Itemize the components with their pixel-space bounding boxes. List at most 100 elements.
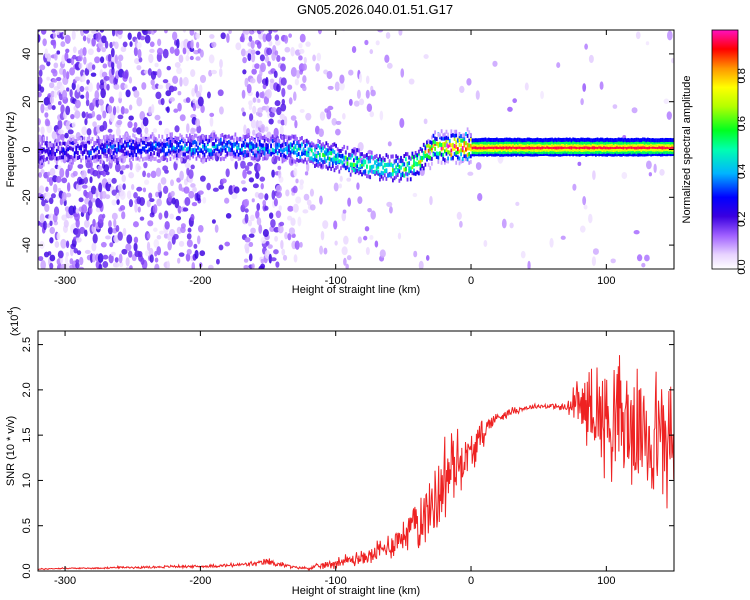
spectrogram-cell	[40, 169, 45, 174]
spectrogram-cell	[299, 179, 304, 185]
spectrogram-cell	[637, 140, 639, 145]
spectrogram-cell	[603, 147, 605, 152]
spectrogram-cell	[403, 154, 406, 159]
spectrogram-cell	[111, 212, 118, 220]
spectrogram-cell	[642, 140, 644, 145]
colorbar-tick-label: 0.8	[736, 68, 748, 83]
spectrogram-cell	[546, 149, 549, 154]
spectrogram-cell	[481, 149, 484, 154]
spectrogram-cell	[278, 156, 281, 161]
spectrogram-cell	[266, 143, 269, 148]
spectrogram-cell	[447, 150, 450, 155]
spectrogram-cell	[606, 137, 609, 142]
spectrogram-cell	[481, 137, 484, 142]
spectrogram-cell	[339, 74, 345, 84]
spectrogram-cell	[541, 145, 544, 150]
spectrogram-cell	[109, 41, 113, 49]
spectrogram-cell	[203, 142, 206, 147]
spectrogram-cell	[72, 205, 77, 214]
spectrogram-cell	[96, 157, 99, 162]
spectrogram-cell	[141, 157, 144, 162]
spectrogram-cell	[642, 152, 644, 157]
spectrogram-cell	[356, 89, 361, 100]
spectrogram-cell	[128, 250, 133, 258]
spectrogram-cell	[205, 137, 208, 142]
spectrogram-cell	[249, 140, 251, 145]
spectrogram-cell	[301, 142, 303, 147]
spectrogram-cell	[208, 135, 211, 140]
spectrogram-cell	[269, 111, 275, 118]
spectrogram-cell	[186, 248, 192, 255]
spectrogram-cell	[114, 54, 119, 65]
spectrogram-cell	[517, 147, 519, 152]
spectrogram-cell	[421, 155, 424, 160]
spectrogram-cell	[601, 140, 604, 145]
spectrogram-cell	[620, 147, 623, 152]
spectrogram-cell	[278, 143, 281, 148]
spectrogram-cell	[606, 152, 609, 157]
spectrogram-cell	[458, 142, 461, 147]
spectrogram-cell	[646, 145, 649, 150]
spectrogram-cell	[199, 49, 204, 58]
spectrogram-cell	[223, 139, 225, 144]
spectrogram-cell	[672, 151, 674, 156]
spectrogram-cell	[166, 142, 169, 147]
spectrogram-cell	[442, 152, 445, 157]
spectrogram-cell	[560, 138, 563, 143]
spectrogram-cell	[279, 221, 285, 227]
spectrogram-cell	[117, 141, 120, 146]
spectrogram-cell	[554, 140, 557, 145]
spectrogram-cell	[47, 160, 50, 165]
spectrogram-cell	[494, 149, 497, 154]
spectrogram-cell	[559, 145, 562, 150]
spectrogram-cell	[296, 157, 298, 162]
spectrogram-cell	[169, 143, 172, 148]
spectrogram-cell	[314, 163, 316, 168]
spectrogram-cell	[440, 152, 443, 157]
spectrogram-cell	[262, 156, 264, 161]
spectrogram-cell	[146, 136, 149, 141]
spectrogram-cell	[99, 142, 102, 147]
spectrogram-cell	[154, 156, 157, 161]
spectrogram-cell	[424, 162, 427, 167]
spectrogram-cell	[341, 160, 344, 165]
spectrogram-cell	[504, 152, 506, 157]
spectrogram-cell	[453, 129, 456, 134]
spectrogram-cell	[643, 140, 646, 145]
spectrogram-cell	[247, 52, 252, 62]
spectrogram-cell	[601, 137, 604, 142]
spectrogram-cell	[247, 132, 250, 137]
spectrogram-cell	[218, 184, 225, 190]
spectrogram-cell	[106, 136, 109, 141]
spectrogram-cell	[188, 190, 195, 199]
spectrogram-cell	[133, 236, 139, 244]
y-tick-label: 40	[21, 48, 33, 60]
spectrogram-cell	[103, 164, 110, 173]
spectrogram-cell	[467, 171, 474, 176]
spectrogram-cell	[453, 152, 456, 157]
spectrogram-cell	[41, 141, 44, 146]
spectrogram-cell	[398, 30, 403, 36]
spectrogram-cell	[114, 41, 119, 50]
spectrogram-cell	[162, 79, 169, 84]
spectrogram-cell	[517, 137, 519, 142]
spectrogram-cell	[547, 140, 550, 145]
spectrogram-cell	[128, 145, 131, 150]
spectrogram-cell	[274, 100, 281, 107]
spectrogram-cell	[101, 213, 106, 219]
spectrogram-cell	[390, 162, 393, 167]
spectrogram-cell	[115, 224, 120, 233]
spectrogram-cell	[154, 257, 159, 263]
spectrogram-cell	[78, 197, 84, 203]
spectrogram-cell	[113, 83, 120, 90]
spectrogram-cell	[552, 152, 555, 157]
spectrogram-cell	[98, 149, 100, 154]
spectrogram-cell	[642, 137, 644, 142]
spectrogram-cell	[319, 195, 323, 205]
spectrogram-cell	[53, 90, 58, 99]
spectrogram-cell	[487, 142, 490, 147]
spectrogram-cell	[351, 148, 354, 153]
spectrogram-cell	[252, 105, 257, 114]
spectrogram-cell	[182, 207, 189, 212]
spectrogram-cell	[372, 156, 375, 161]
